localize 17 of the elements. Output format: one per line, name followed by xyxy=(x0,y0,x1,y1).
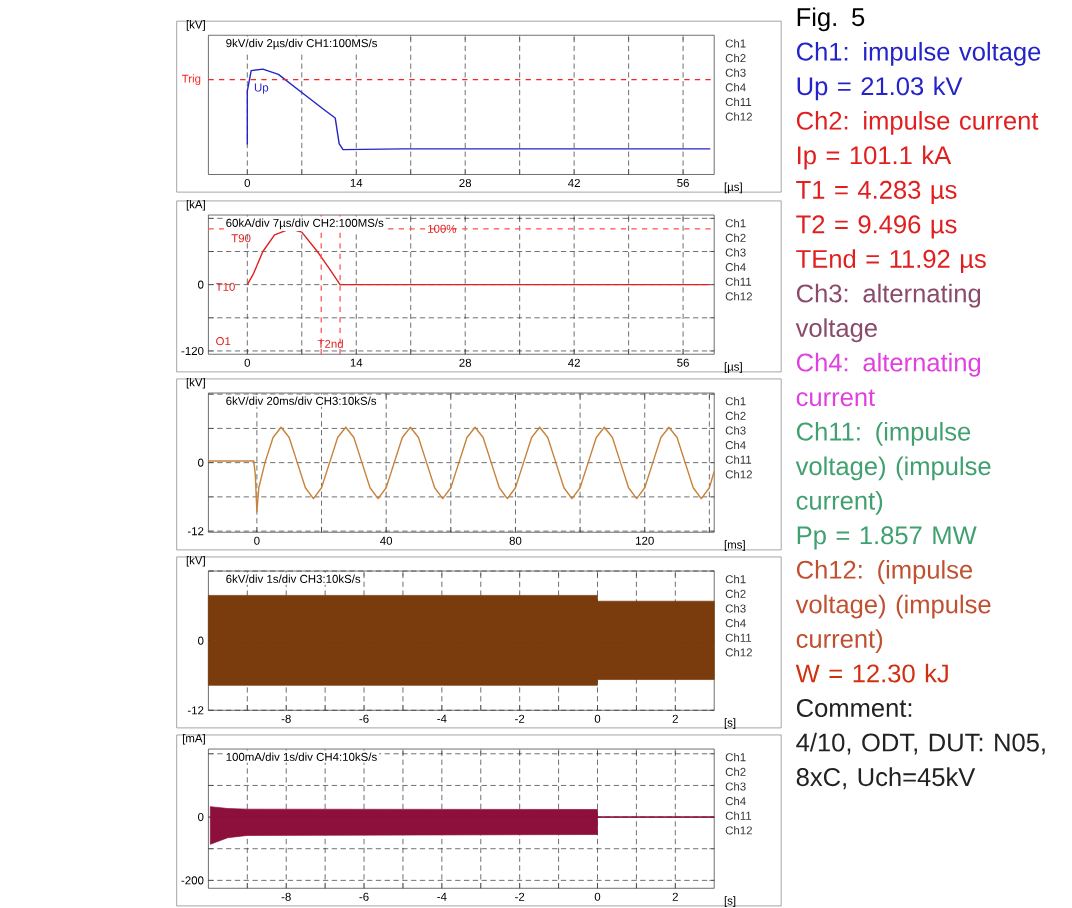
text: W = 12.30 kJ xyxy=(795,663,948,683)
text: Ch4: alternating current xyxy=(796,353,981,407)
line-series xyxy=(207,426,715,513)
text: Ch2: impulse current xyxy=(796,111,1039,136)
text: T2 = 9.496 µs xyxy=(796,215,957,239)
text: Ch3: alternating voltage xyxy=(795,283,981,343)
text: Comment: xyxy=(796,699,912,718)
text: Ch12: (impulse voltage) (impulse current) xyxy=(795,560,991,654)
text: TEnd = 11.92 µs xyxy=(796,249,986,274)
text: Ch11: (impulse voltage) (impulse current) xyxy=(795,422,991,515)
text: Fig. 5 xyxy=(797,7,865,32)
text: T1 = 4.283 µs xyxy=(796,180,957,205)
text: Pp = 1.857 MW xyxy=(797,526,977,550)
text: 4/10, ODT, DUT: N05, 8xC, Uch=45kV xyxy=(796,732,1045,790)
text: Ip = 101.1 kA xyxy=(798,145,952,170)
text: Ch1: impulse voltage xyxy=(796,42,1041,66)
text: Up = 21.03 kV xyxy=(797,76,963,101)
